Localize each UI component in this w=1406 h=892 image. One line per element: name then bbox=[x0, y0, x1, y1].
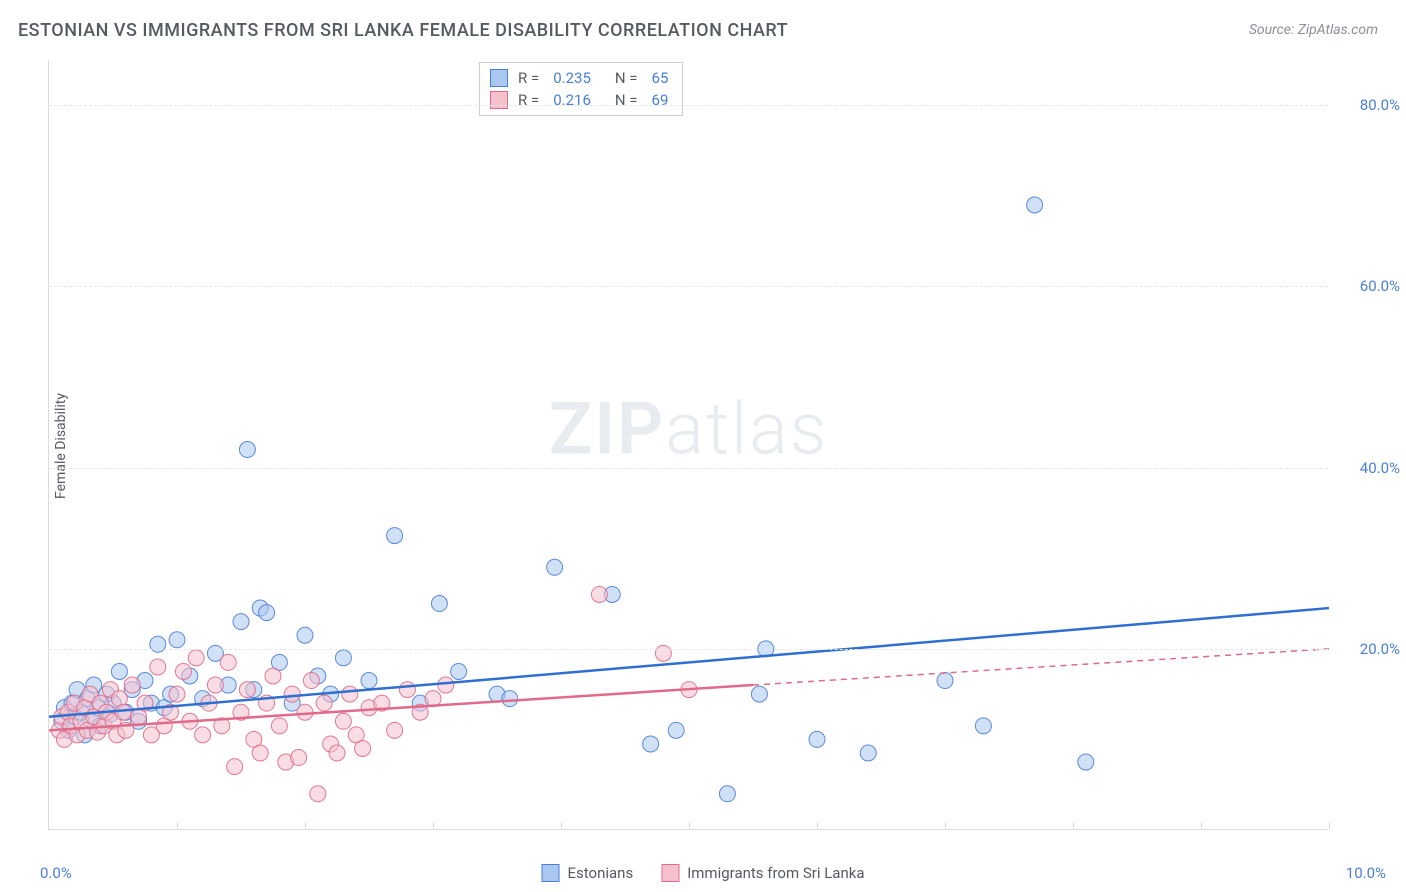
x-tick bbox=[561, 822, 562, 830]
legend-series: Estonians Immigrants from Sri Lanka bbox=[542, 864, 865, 882]
scatter-point bbox=[387, 528, 403, 544]
scatter-point bbox=[387, 722, 403, 738]
source-attribution: Source: ZipAtlas.com bbox=[1249, 22, 1378, 38]
scatter-point bbox=[438, 677, 454, 693]
legend-series-label: Estonians bbox=[568, 864, 634, 882]
legend-swatch-icon bbox=[542, 864, 560, 882]
scatter-point bbox=[655, 645, 671, 661]
x-tick bbox=[1073, 822, 1074, 830]
scatter-point bbox=[252, 745, 268, 761]
chart-title: ESTONIAN VS IMMIGRANTS FROM SRI LANKA FE… bbox=[18, 20, 788, 41]
scatter-point bbox=[291, 750, 307, 766]
scatter-point bbox=[502, 691, 518, 707]
x-axis-min-label: 0.0% bbox=[40, 864, 72, 882]
y-tick-label: 60.0% bbox=[1360, 277, 1400, 295]
scatter-point bbox=[316, 695, 332, 711]
gridline bbox=[49, 286, 1328, 287]
legend-series-item: Immigrants from Sri Lanka bbox=[661, 864, 864, 882]
scatter-point bbox=[329, 745, 345, 761]
scatter-point bbox=[124, 677, 140, 693]
scatter-point bbox=[271, 718, 287, 734]
scatter-point bbox=[335, 650, 351, 666]
scatter-point bbox=[259, 605, 275, 621]
scatter-point bbox=[668, 722, 684, 738]
x-tick bbox=[433, 822, 434, 830]
scatter-point bbox=[342, 686, 358, 702]
scatter-point bbox=[303, 673, 319, 689]
scatter-point bbox=[335, 713, 351, 729]
scatter-point bbox=[284, 686, 300, 702]
scatter-point bbox=[175, 663, 191, 679]
x-tick bbox=[817, 822, 818, 830]
x-tick bbox=[689, 822, 690, 830]
x-tick bbox=[305, 822, 306, 830]
legend-swatch-icon bbox=[661, 864, 679, 882]
scatter-point bbox=[207, 677, 223, 693]
trend-line-dashed bbox=[753, 649, 1329, 685]
scatter-point bbox=[719, 786, 735, 802]
scatter-point bbox=[355, 740, 371, 756]
scatter-point bbox=[169, 686, 185, 702]
scatter-point bbox=[195, 727, 211, 743]
scatter-point bbox=[1027, 197, 1043, 213]
scatter-point bbox=[239, 682, 255, 698]
scatter-point bbox=[310, 786, 326, 802]
scatter-point bbox=[169, 632, 185, 648]
gridline bbox=[49, 649, 1328, 650]
plot-area: ZIPatlas R =0.235N =65R =0.216N =69 20.0… bbox=[48, 60, 1328, 830]
x-axis-max-label: 10.0% bbox=[1346, 864, 1386, 882]
scatter-point bbox=[937, 673, 953, 689]
gridline bbox=[49, 468, 1328, 469]
scatter-point bbox=[297, 704, 313, 720]
scatter-point bbox=[115, 704, 131, 720]
scatter-point bbox=[150, 636, 166, 652]
scatter-point bbox=[399, 682, 415, 698]
scatter-point bbox=[431, 596, 447, 612]
x-tick bbox=[1201, 822, 1202, 830]
scatter-point bbox=[860, 745, 876, 761]
gridline bbox=[49, 105, 1328, 106]
scatter-point bbox=[591, 586, 607, 602]
scatter-point bbox=[220, 654, 236, 670]
scatter-point bbox=[751, 686, 767, 702]
y-tick-label: 80.0% bbox=[1360, 96, 1400, 114]
correlation-chart: ESTONIAN VS IMMIGRANTS FROM SRI LANKA FE… bbox=[0, 0, 1406, 892]
scatter-point bbox=[547, 559, 563, 575]
scatter-point bbox=[1078, 754, 1094, 770]
scatter-point bbox=[111, 663, 127, 679]
x-tick bbox=[177, 822, 178, 830]
plot-svg bbox=[49, 60, 1328, 829]
legend-series-item: Estonians bbox=[542, 864, 634, 882]
scatter-point bbox=[975, 718, 991, 734]
scatter-point bbox=[239, 442, 255, 458]
scatter-point bbox=[643, 736, 659, 752]
scatter-point bbox=[188, 650, 204, 666]
x-tick bbox=[945, 822, 946, 830]
scatter-point bbox=[233, 614, 249, 630]
scatter-point bbox=[809, 731, 825, 747]
legend-series-label: Immigrants from Sri Lanka bbox=[687, 864, 864, 882]
y-tick-label: 40.0% bbox=[1360, 459, 1400, 477]
scatter-point bbox=[361, 673, 377, 689]
scatter-point bbox=[150, 659, 166, 675]
y-tick-label: 20.0% bbox=[1360, 640, 1400, 658]
scatter-point bbox=[451, 663, 467, 679]
scatter-point bbox=[297, 627, 313, 643]
scatter-point bbox=[227, 759, 243, 775]
x-tick bbox=[1329, 822, 1330, 830]
scatter-point bbox=[265, 668, 281, 684]
